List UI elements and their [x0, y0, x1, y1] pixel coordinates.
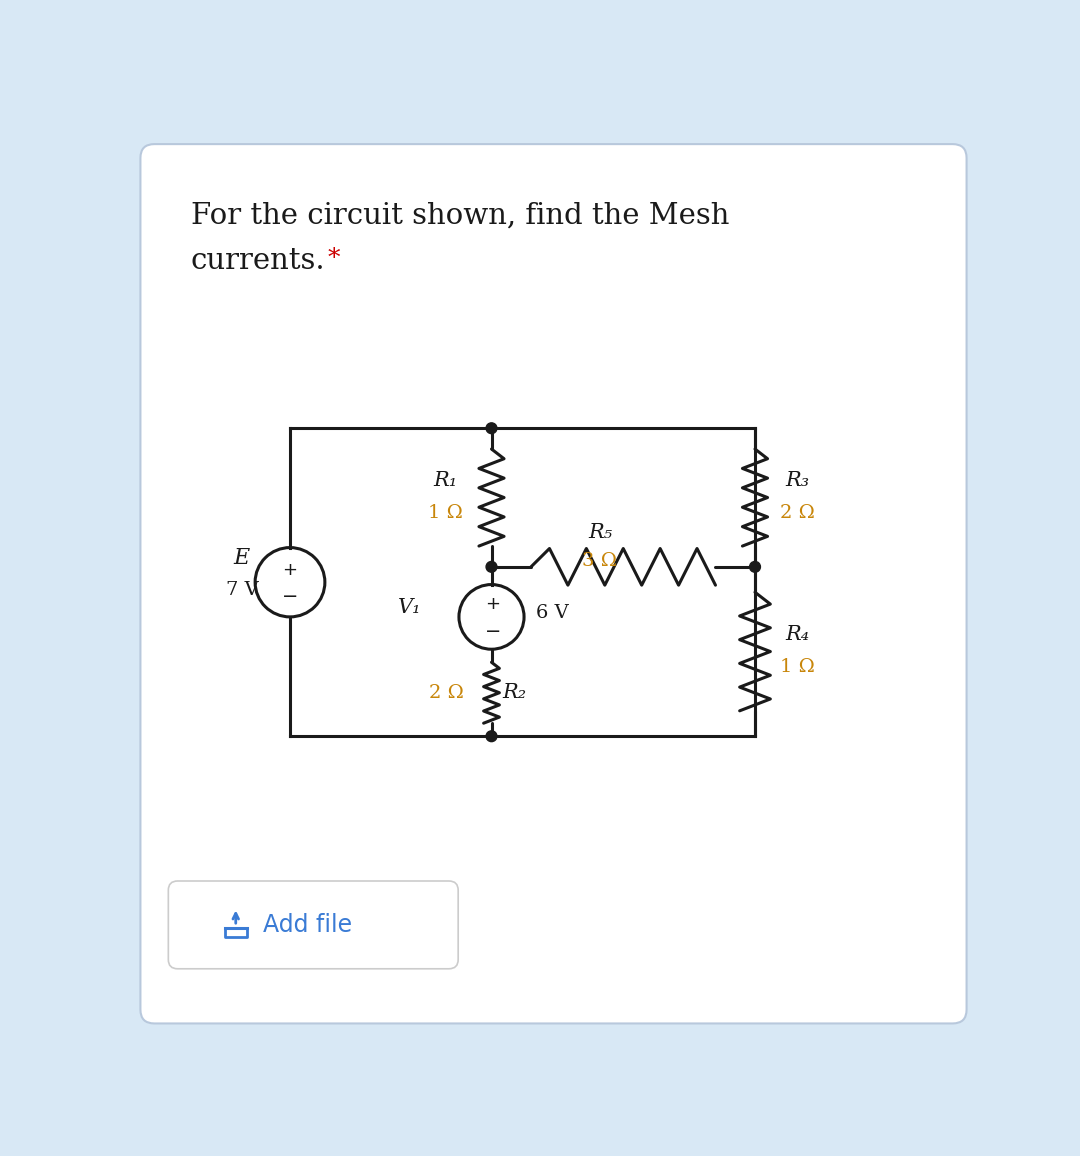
Text: R₂: R₂ — [502, 683, 527, 702]
Text: currents.: currents. — [191, 247, 325, 275]
Circle shape — [486, 562, 497, 572]
Circle shape — [486, 423, 497, 434]
Circle shape — [486, 731, 497, 742]
Text: +: + — [283, 561, 297, 579]
Text: Add file: Add file — [262, 912, 352, 936]
Text: 2 Ω: 2 Ω — [429, 683, 464, 702]
Circle shape — [750, 562, 760, 572]
FancyBboxPatch shape — [140, 144, 967, 1023]
Text: V₁: V₁ — [399, 598, 422, 617]
Text: 6 V: 6 V — [537, 605, 569, 622]
Text: +: + — [486, 595, 500, 613]
Text: 1 Ω: 1 Ω — [428, 504, 462, 523]
Text: −: − — [282, 586, 298, 606]
Text: 2 Ω: 2 Ω — [780, 504, 815, 523]
Text: 3 Ω: 3 Ω — [582, 551, 618, 570]
FancyBboxPatch shape — [168, 881, 458, 969]
Text: For the circuit shown, find the Mesh: For the circuit shown, find the Mesh — [191, 201, 729, 229]
Text: *: * — [327, 247, 340, 271]
Text: E: E — [234, 547, 251, 569]
Text: R₄: R₄ — [785, 625, 810, 644]
Text: 7 V: 7 V — [226, 581, 258, 599]
Text: R₅: R₅ — [588, 523, 612, 542]
Text: 1 Ω: 1 Ω — [780, 658, 815, 676]
Text: R₃: R₃ — [785, 472, 810, 490]
Text: −: − — [485, 622, 501, 642]
Text: R₁: R₁ — [433, 472, 457, 490]
